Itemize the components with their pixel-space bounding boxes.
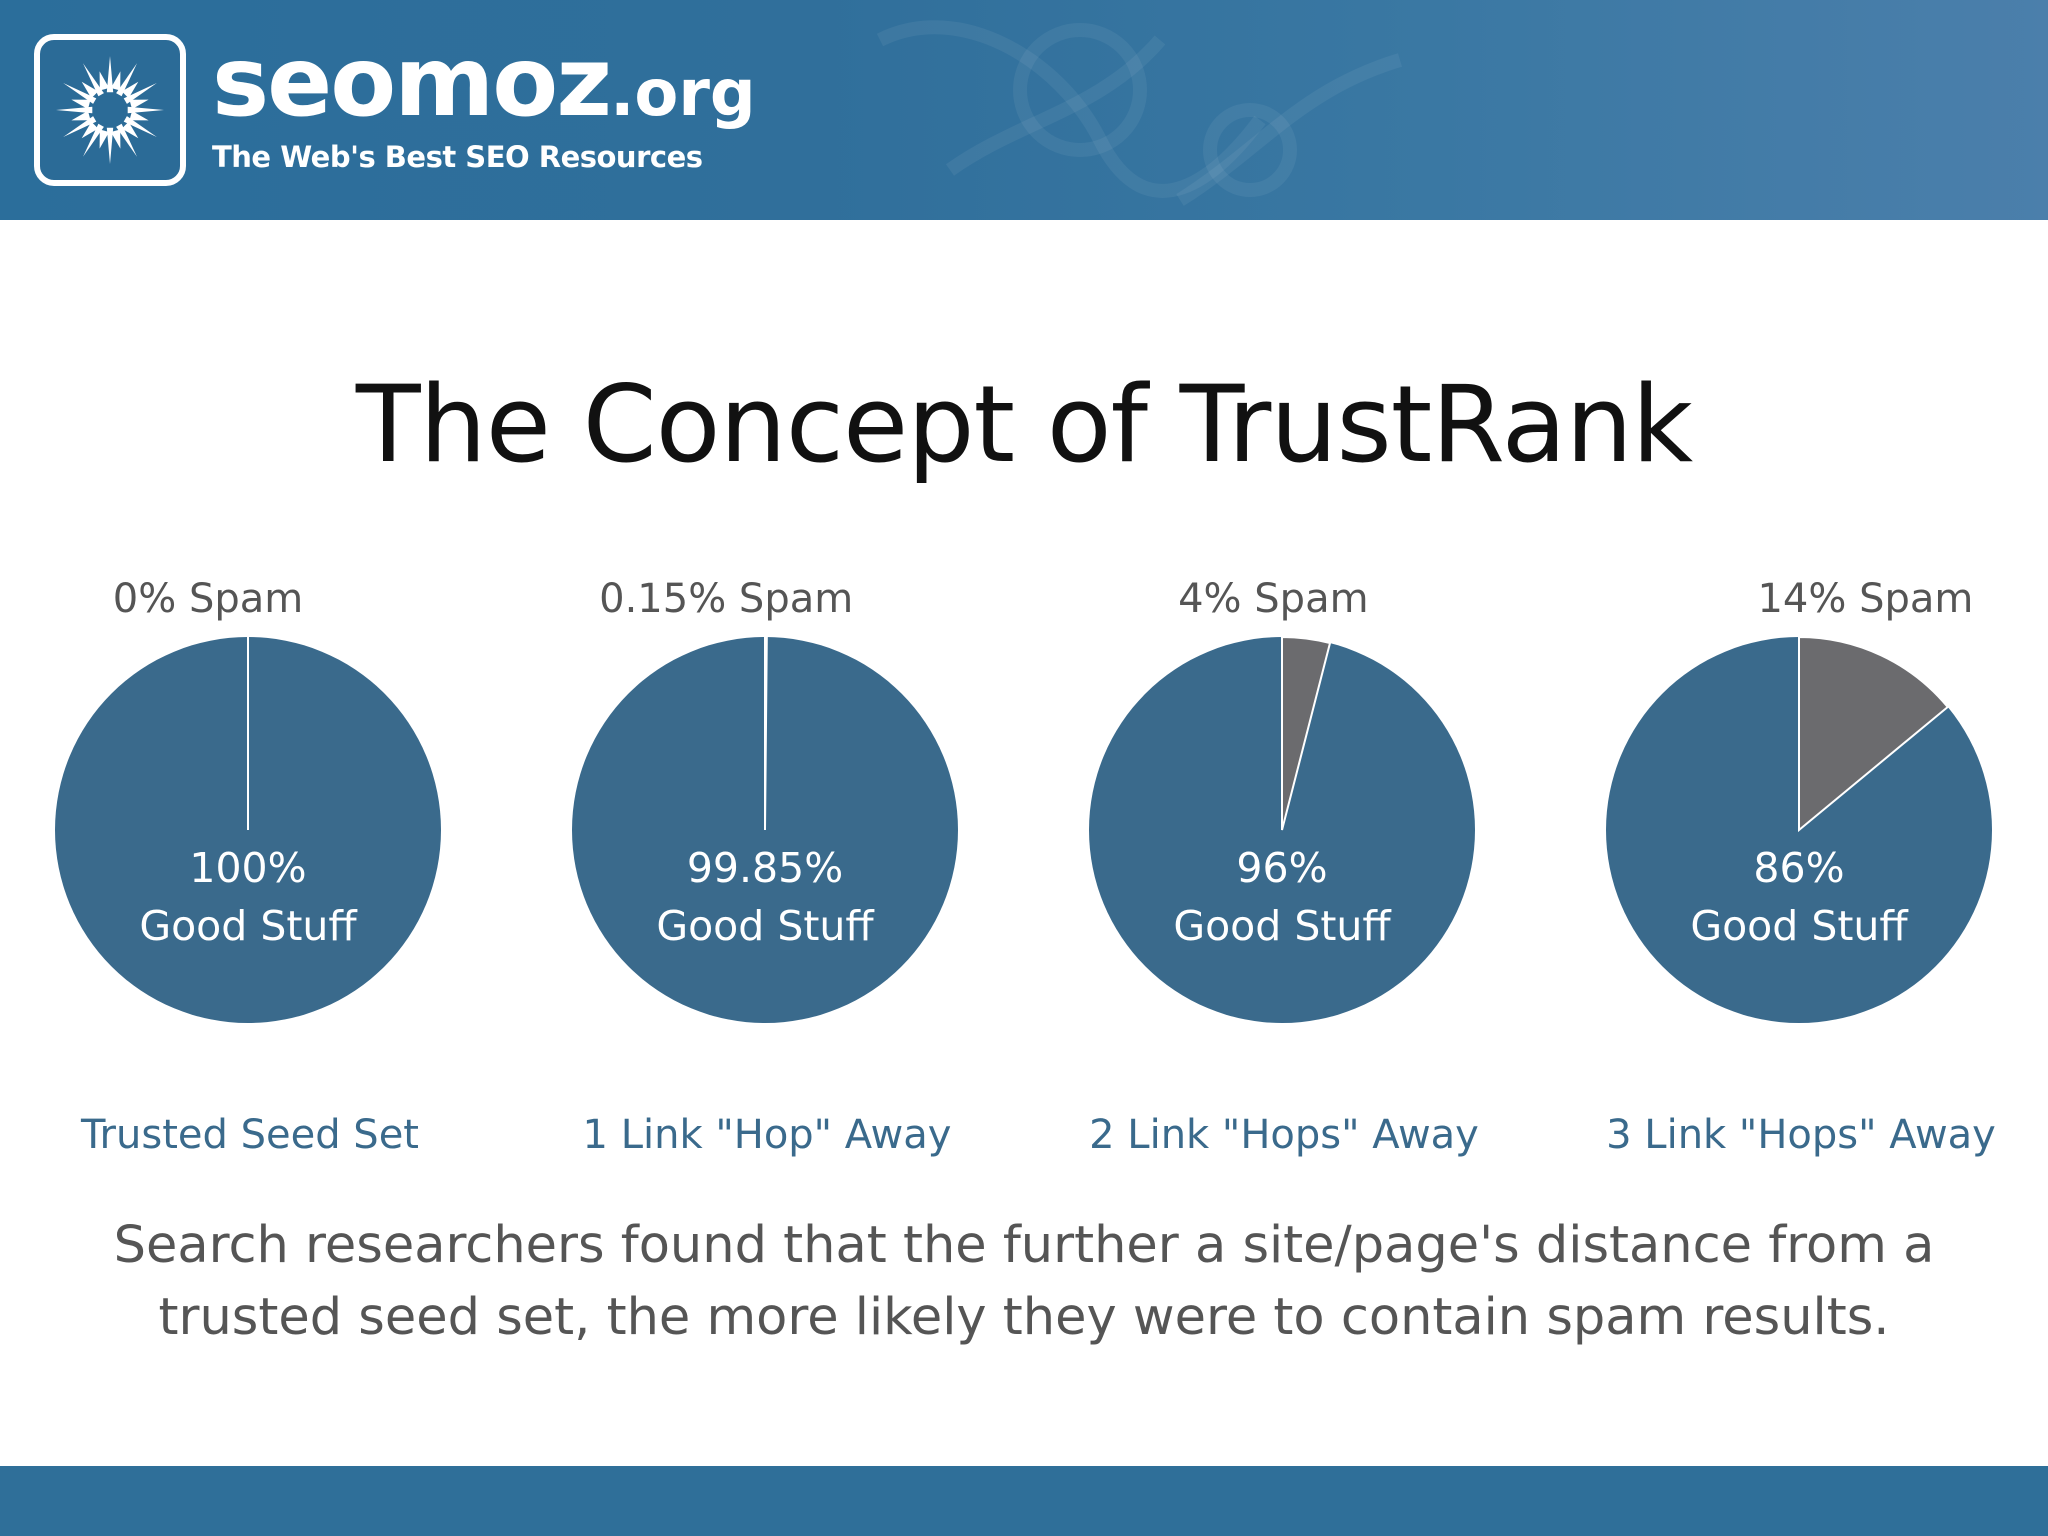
sun-ray-inner	[99, 129, 110, 149]
sun-ray	[56, 106, 93, 114]
header-texture	[876, 20, 1403, 206]
pie-caption: Trusted Seed Set	[80, 1112, 419, 1158]
sun-ray-inner	[121, 121, 139, 139]
sun-ray	[116, 63, 137, 97]
good-percent-label: 86%	[1753, 844, 1844, 892]
sun-ray	[63, 116, 97, 137]
spam-label: 0.15% Spam	[599, 576, 853, 622]
sun-ray-inner	[129, 110, 149, 121]
pie-charts: 0% Spam 100% Good Stuff Trusted Seed Set 0.1…	[55, 576, 1996, 1158]
sun-ray-inner	[71, 110, 91, 121]
sun-ray-inner	[71, 99, 91, 110]
spam-label: 0% Spam	[113, 576, 303, 622]
spam-label: 14% Spam	[1757, 576, 1973, 622]
header-banner: seomoz.org The Web's Best SEO Resources	[0, 0, 2048, 220]
sun-ray-inner	[110, 129, 121, 149]
sun-ray-inner	[110, 71, 121, 91]
sun-ray-inner	[129, 99, 149, 110]
sun-ray	[63, 83, 97, 104]
sun-ray	[83, 63, 104, 97]
footer-bar	[0, 1466, 2048, 1536]
pie-slice-spam	[764, 635, 768, 831]
pie-slice-spam	[1281, 635, 1332, 831]
good-label: Good Stuff	[139, 902, 358, 950]
pie-caption: 1 Link "Hop" Away	[583, 1112, 952, 1158]
good-label: Good Stuff	[1173, 902, 1392, 950]
brand-tld: .org	[610, 57, 756, 131]
spam-label: 4% Spam	[1178, 576, 1368, 622]
good-label: Good Stuff	[1690, 902, 1909, 950]
sun-ray	[123, 83, 157, 104]
caption-line-1: Search researchers found that the furthe…	[113, 1216, 1935, 1275]
sun-ray-inner	[121, 81, 139, 99]
sun-ray	[106, 127, 114, 164]
caption-line-2: trusted seed set, the more likely they w…	[158, 1288, 1890, 1347]
page-title: The Concept of TrustRank	[355, 363, 1693, 486]
brand[interactable]: seomoz.org The Web's Best SEO Resources	[212, 32, 756, 174]
brand-name: seomoz.org	[212, 26, 756, 138]
caption: Search researchers found that the furthe…	[0, 1210, 2048, 1354]
brand-tagline: The Web's Best SEO Resources	[212, 140, 703, 174]
pie-caption: 3 Link "Hops" Away	[1606, 1112, 1996, 1158]
sun-ray	[106, 56, 114, 93]
pie-caption: 2 Link "Hops" Away	[1089, 1112, 1479, 1158]
sun-ray	[123, 116, 157, 137]
good-percent-label: 99.85%	[687, 844, 843, 892]
good-percent-label: 100%	[189, 844, 306, 892]
sun-ray-inner	[81, 121, 99, 139]
sunburst-glyph	[56, 56, 164, 164]
pie-slice-spam	[1798, 635, 1950, 833]
good-percent-label: 96%	[1236, 844, 1327, 892]
sun-ray-inner	[81, 81, 99, 99]
sun-ray	[83, 123, 104, 157]
sunburst-logo-icon[interactable]	[34, 34, 186, 186]
sun-ray	[116, 123, 137, 157]
sun-ray-inner	[99, 71, 110, 91]
good-label: Good Stuff	[656, 902, 875, 950]
sun-ray	[127, 106, 164, 114]
